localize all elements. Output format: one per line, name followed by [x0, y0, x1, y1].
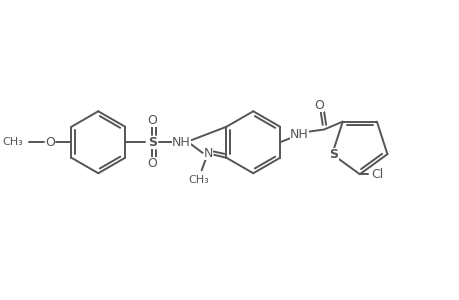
Text: N: N — [203, 147, 213, 161]
Text: CH₃: CH₃ — [188, 175, 209, 185]
Text: CH₃: CH₃ — [2, 137, 23, 147]
Text: O: O — [45, 136, 55, 149]
Text: NH: NH — [172, 136, 190, 149]
Text: Cl: Cl — [370, 168, 383, 181]
Text: S: S — [147, 136, 157, 149]
Text: NH: NH — [290, 128, 308, 141]
Text: O: O — [313, 99, 323, 112]
Text: O: O — [147, 157, 157, 170]
Text: O: O — [147, 114, 157, 128]
Text: S: S — [329, 148, 338, 160]
